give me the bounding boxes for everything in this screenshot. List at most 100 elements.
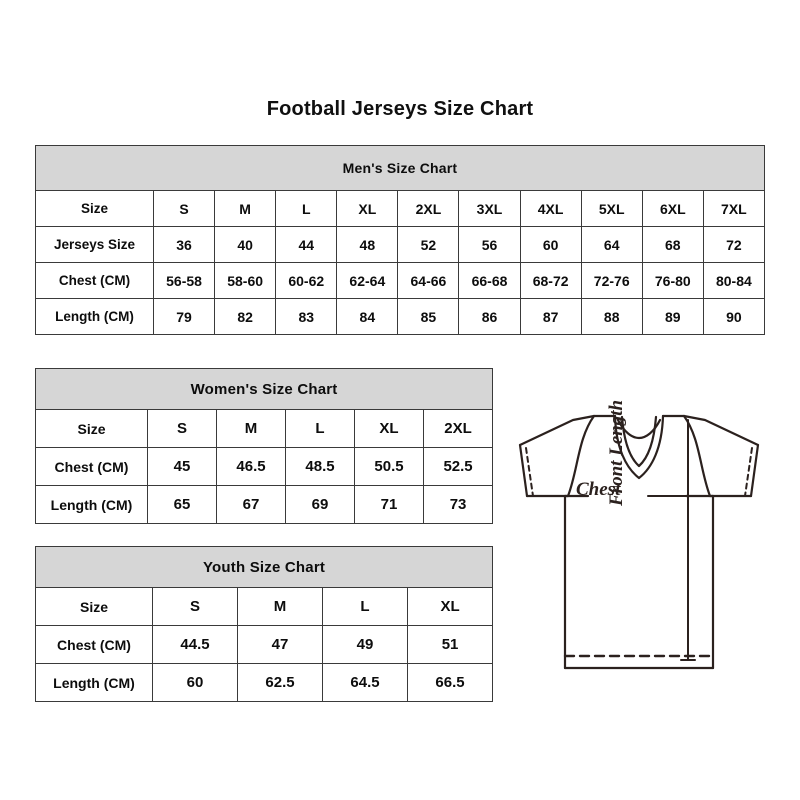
table-cell: 52 xyxy=(397,226,460,263)
row-label: Jerseys Size xyxy=(35,226,154,263)
youth-size-chart-table: Youth Size Chart Size S M L XL Chest (CM… xyxy=(34,546,494,702)
column-header: 7XL xyxy=(702,190,765,227)
table-cell: 36 xyxy=(152,226,216,263)
left-sleeve-top-edge xyxy=(518,414,596,447)
table-cell: 76-80 xyxy=(641,262,704,299)
table-cell: 67 xyxy=(216,485,286,524)
jersey-measurement-diagram: Chest Front Length xyxy=(498,398,780,683)
table-cell: 90 xyxy=(702,298,765,335)
table-cell: 48.5 xyxy=(285,447,355,486)
jersey-outline-svg xyxy=(518,414,760,670)
table-cell: 87 xyxy=(519,298,582,335)
table-band-row: Women's Size Chart xyxy=(34,368,494,410)
womens-table-title: Women's Size Chart xyxy=(34,368,494,410)
column-header: 2XL xyxy=(397,190,460,227)
womens-size-chart-table: Women's Size Chart Size S M L XL 2XL Che… xyxy=(34,368,494,524)
column-header: 5XL xyxy=(580,190,643,227)
mens-table-title: Men's Size Chart xyxy=(35,145,765,191)
column-header: XL xyxy=(336,190,399,227)
row-label: Chest (CM) xyxy=(35,625,153,664)
left-sleeve-outer-edge xyxy=(518,443,529,498)
table-cell: 68 xyxy=(641,226,704,263)
table-cell: 51 xyxy=(406,625,494,664)
column-header: XL xyxy=(354,409,424,448)
table-cell: 64.5 xyxy=(322,663,408,702)
column-header: XL xyxy=(406,587,494,626)
row-label: Length (CM) xyxy=(35,485,148,524)
table-cell: 50.5 xyxy=(354,447,424,486)
table-cell: 64-66 xyxy=(397,262,460,299)
mens-size-chart-table: Men's Size Chart Size S M L XL 2XL 3XL 4… xyxy=(35,145,765,335)
table-cell: 79 xyxy=(152,298,216,335)
row-header-size: Size xyxy=(35,190,154,227)
youth-table-title: Youth Size Chart xyxy=(34,546,494,588)
table-cell: 40 xyxy=(214,226,277,263)
chest-measurement-label: Chest xyxy=(576,479,621,500)
table-row: Chest (CM) 56-58 58-60 60-62 62-64 64-66… xyxy=(35,262,765,299)
table-cell: 45 xyxy=(147,447,217,486)
row-label: Chest (CM) xyxy=(35,447,148,486)
table-cell: 84 xyxy=(336,298,399,335)
row-header-size: Size xyxy=(35,409,148,448)
table-cell: 62.5 xyxy=(237,663,323,702)
table-cell: 68-72 xyxy=(519,262,582,299)
table-cell: 44.5 xyxy=(152,625,238,664)
table-cell: 88 xyxy=(580,298,643,335)
table-cell: 86 xyxy=(458,298,521,335)
table-cell: 58-60 xyxy=(214,262,277,299)
table-band-row: Youth Size Chart xyxy=(34,546,494,588)
table-row: Chest (CM) 45 46.5 48.5 50.5 52.5 xyxy=(35,447,494,486)
column-header: L xyxy=(275,190,338,227)
table-cell: 52.5 xyxy=(422,447,494,486)
table-cell: 44 xyxy=(275,226,338,263)
column-header: S xyxy=(152,190,216,227)
table-cell: 72 xyxy=(702,226,765,263)
column-header: S xyxy=(147,409,217,448)
column-header: S xyxy=(152,587,238,626)
table-cell: 47 xyxy=(237,625,323,664)
table-cell: 66.5 xyxy=(406,663,494,702)
table-cell: 82 xyxy=(214,298,277,335)
table-row: Length (CM) 65 67 69 71 73 xyxy=(35,485,494,524)
table-cell: 48 xyxy=(336,226,399,263)
table-cell: 89 xyxy=(641,298,704,335)
table-cell: 60 xyxy=(519,226,582,263)
row-label: Chest (CM) xyxy=(35,262,154,299)
table-row: Length (CM) 60 62.5 64.5 66.5 xyxy=(35,663,494,702)
table-cell: 56-58 xyxy=(152,262,216,299)
table-band-row: Men's Size Chart xyxy=(35,145,765,191)
table-cell: 60 xyxy=(152,663,238,702)
right-sleeve-top-edge xyxy=(682,414,760,447)
table-cell: 64 xyxy=(580,226,643,263)
front-length-measurement-label: Front Length xyxy=(606,399,627,506)
table-row: Length (CM) 79 82 83 84 85 86 87 88 89 9… xyxy=(35,298,765,335)
column-header: 4XL xyxy=(519,190,582,227)
table-cell: 49 xyxy=(322,625,408,664)
column-header: M xyxy=(214,190,277,227)
table-row: Chest (CM) 44.5 47 49 51 xyxy=(35,625,494,664)
table-cell: 60-62 xyxy=(275,262,338,299)
table-cell: 73 xyxy=(422,485,494,524)
column-header: M xyxy=(237,587,323,626)
row-header-size: Size xyxy=(35,587,153,626)
vneck-collar-outer xyxy=(613,414,665,480)
column-header: L xyxy=(285,409,355,448)
page-title: Football Jerseys Size Chart xyxy=(266,98,534,120)
row-label: Length (CM) xyxy=(35,298,154,335)
vneck-collar-inner xyxy=(616,418,662,440)
table-row: Size S M L XL 2XL 3XL 4XL 5XL 6XL 7XL xyxy=(35,190,765,227)
table-row: Size S M L XL 2XL xyxy=(35,409,494,448)
table-row: Size S M L XL xyxy=(35,587,494,626)
table-cell: 62-64 xyxy=(336,262,399,299)
right-sleeve-outer-edge xyxy=(749,443,760,498)
table-cell: 66-68 xyxy=(458,262,521,299)
vneck-collar-middle xyxy=(620,415,658,468)
column-header: M xyxy=(216,409,286,448)
column-header: L xyxy=(322,587,408,626)
table-cell: 69 xyxy=(285,485,355,524)
column-header: 3XL xyxy=(458,190,521,227)
table-cell: 85 xyxy=(397,298,460,335)
column-header: 2XL xyxy=(422,409,494,448)
left-sleeve-inner-seam xyxy=(566,414,596,498)
table-cell: 83 xyxy=(275,298,338,335)
